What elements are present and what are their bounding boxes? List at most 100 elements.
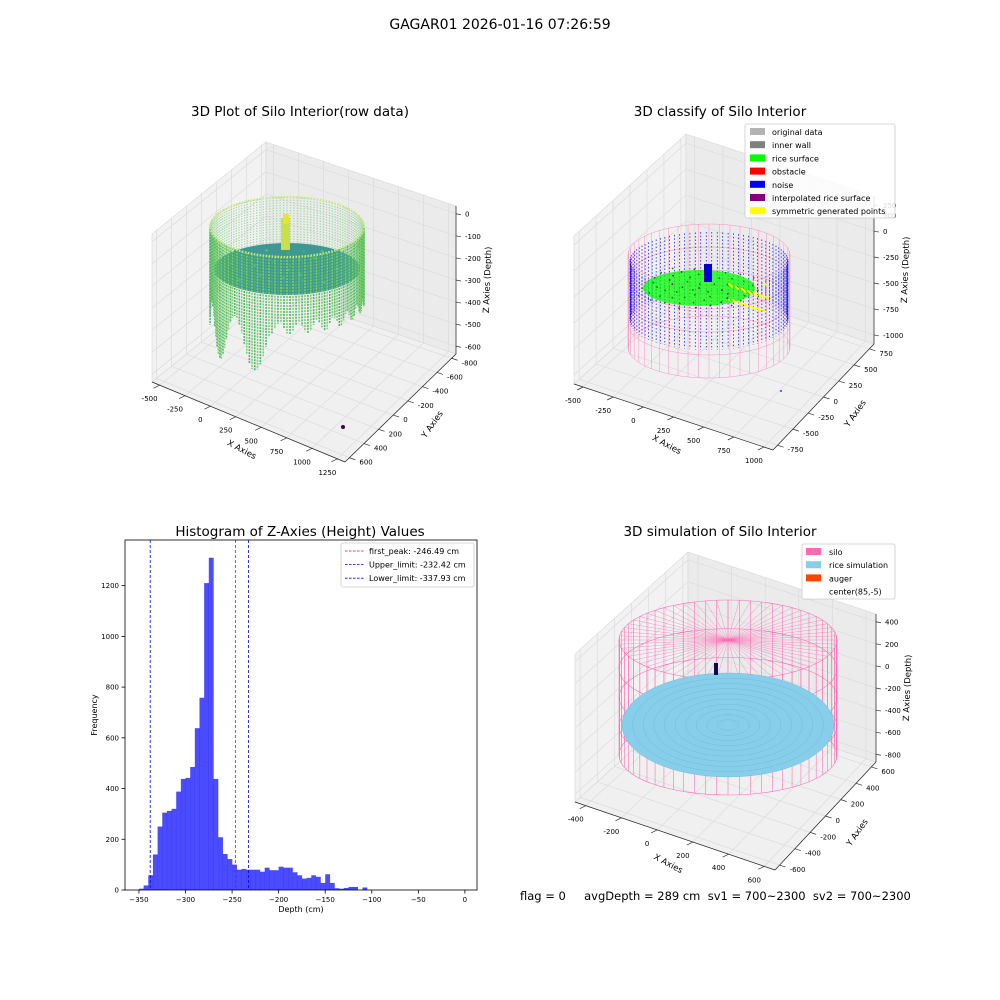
cls-y-tick: -500 — [803, 430, 819, 438]
raw-x-tick-mark — [229, 416, 236, 421]
raw-grid-y — [186, 353, 379, 430]
cls-legend-label: rice surface — [772, 154, 819, 163]
sim-silo-spoke — [619, 635, 729, 641]
hist-x-tick: −150 — [316, 896, 335, 904]
hist-bar — [264, 867, 270, 890]
hist-y-tick: 0 — [115, 887, 119, 895]
cls-grid-y — [629, 332, 824, 398]
raw-surface-point — [298, 273, 302, 276]
cls-symmetric-point — [731, 286, 733, 288]
raw-z-tick: -300 — [465, 277, 481, 285]
raw-surface-point — [266, 268, 270, 271]
sim-silo-spoke — [727, 639, 802, 670]
histogram-plot[interactable]: −350 −300 −250 −200 −150 −100 −50 0 0 200 400 600 80… — [90, 539, 478, 914]
raw-x-tick: -250 — [167, 406, 183, 414]
cls-symmetric-point — [735, 286, 737, 288]
sim-rice-mesh — [653, 688, 803, 762]
raw-z-tick-mark — [455, 301, 462, 304]
hist-legend-box — [340, 542, 475, 588]
classify-3d-plot[interactable]: -500-25002505007501000-750-500-250025050… — [565, 123, 912, 465]
cls-x-tick: -250 — [595, 407, 611, 415]
raw-y-tick-mark — [393, 414, 400, 418]
sim-y-tick: 0 — [836, 817, 840, 825]
simulation-3d-plot[interactable]: -400-2000200400600-600-400-2000200400600… — [568, 543, 914, 884]
cls-surface-point — [672, 274, 674, 277]
cls-surface-point — [726, 297, 729, 299]
cls-y-tick-mark — [808, 412, 815, 416]
sim-rice-mesh — [621, 672, 835, 778]
cls-symmetric-point — [743, 290, 745, 292]
cls-legend-label: noise — [772, 181, 793, 190]
raw-z-tick: -500 — [465, 321, 481, 329]
raw-x-tick-mark — [255, 426, 262, 431]
raw-outlier-point — [341, 425, 345, 429]
raw-x-tick-mark — [331, 458, 338, 463]
raw-surface-point — [320, 250, 324, 253]
raw-z-tick: 0 — [465, 211, 469, 219]
raw-surface-point — [253, 264, 257, 267]
sim-silo-spoke — [727, 631, 835, 641]
cls-surface-point — [707, 290, 710, 293]
hist-bar — [353, 886, 359, 890]
raw-x-tick: 500 — [245, 437, 258, 445]
sim-silo-spoke — [628, 639, 729, 657]
hist-bar — [325, 874, 331, 890]
sim-y-tick: -200 — [820, 833, 836, 841]
raw-surface-point — [244, 271, 248, 274]
cls-symmetric-point — [753, 292, 755, 294]
sim-legend-swatch — [806, 548, 821, 555]
sim-x-tick: 400 — [712, 864, 725, 872]
hist-bar — [148, 875, 154, 890]
sim-silo-spoke — [727, 607, 793, 641]
sim-rice-mesh — [664, 693, 792, 757]
cls-legend-swatch — [750, 141, 765, 149]
raw-z-tick-mark — [455, 323, 462, 326]
raw-grid-y — [216, 329, 408, 402]
cls-symmetric-point — [747, 290, 749, 292]
raw-y-tick: 0 — [403, 416, 407, 424]
hist-legend-label: first_peak: -246.49 cm — [369, 547, 459, 556]
sim-legend-box — [801, 543, 896, 600]
raw-surface-point — [272, 261, 276, 264]
raw-grid-x — [235, 317, 349, 417]
sim-x-axis-line — [574, 801, 776, 871]
cls-grid-y — [646, 317, 839, 382]
sim-silo-spoke — [727, 627, 832, 641]
hist-x-tick: −50 — [411, 896, 426, 904]
cls-legend-label: inner wall — [772, 141, 811, 150]
sim-y-tick: 600 — [881, 768, 894, 776]
hist-bar — [227, 859, 233, 890]
cls-x-tick: 500 — [687, 437, 700, 445]
hist-bar — [157, 826, 163, 890]
sim-silo-spoke — [727, 623, 828, 641]
raw-x-tick-mark — [153, 384, 160, 389]
cls-y-tick: 500 — [864, 366, 877, 374]
cls-symmetric-point — [746, 305, 748, 307]
cls-x-tick: 250 — [657, 427, 670, 435]
sim-silo-spoke — [716, 600, 729, 641]
cls-symmetric-point — [754, 293, 756, 295]
raw-surface-point — [234, 267, 238, 270]
raw-y-tick-mark — [422, 386, 429, 390]
hist-bar — [311, 875, 317, 890]
hist-bar — [255, 869, 261, 890]
cls-symmetric-point — [728, 283, 730, 285]
hist-bar — [152, 854, 158, 890]
raw-x-axis-line — [151, 381, 346, 463]
hist-bar — [348, 886, 354, 890]
raw-3d-plot[interactable]: -500-2500250500750100012506004002000-200… — [142, 141, 494, 477]
sim-z-label: Z Axies (Depth) — [902, 654, 914, 721]
raw-x-tick: 0 — [198, 416, 202, 424]
cls-symmetric-point — [756, 295, 758, 297]
cls-symmetric-point — [762, 297, 764, 299]
raw-y-axis-line — [344, 353, 457, 463]
sim-silo-spoke — [727, 601, 762, 641]
sim-z-tick-mark — [875, 643, 882, 646]
cls-x-tick: 1000 — [745, 457, 763, 465]
hist-bar — [171, 808, 177, 890]
sim-z-tick-mark — [875, 621, 882, 624]
raw-grid-z — [151, 215, 457, 309]
sim-silo-spoke — [727, 619, 823, 641]
sim-y-tick-mark — [871, 766, 878, 770]
cls-surface-point — [739, 273, 742, 276]
